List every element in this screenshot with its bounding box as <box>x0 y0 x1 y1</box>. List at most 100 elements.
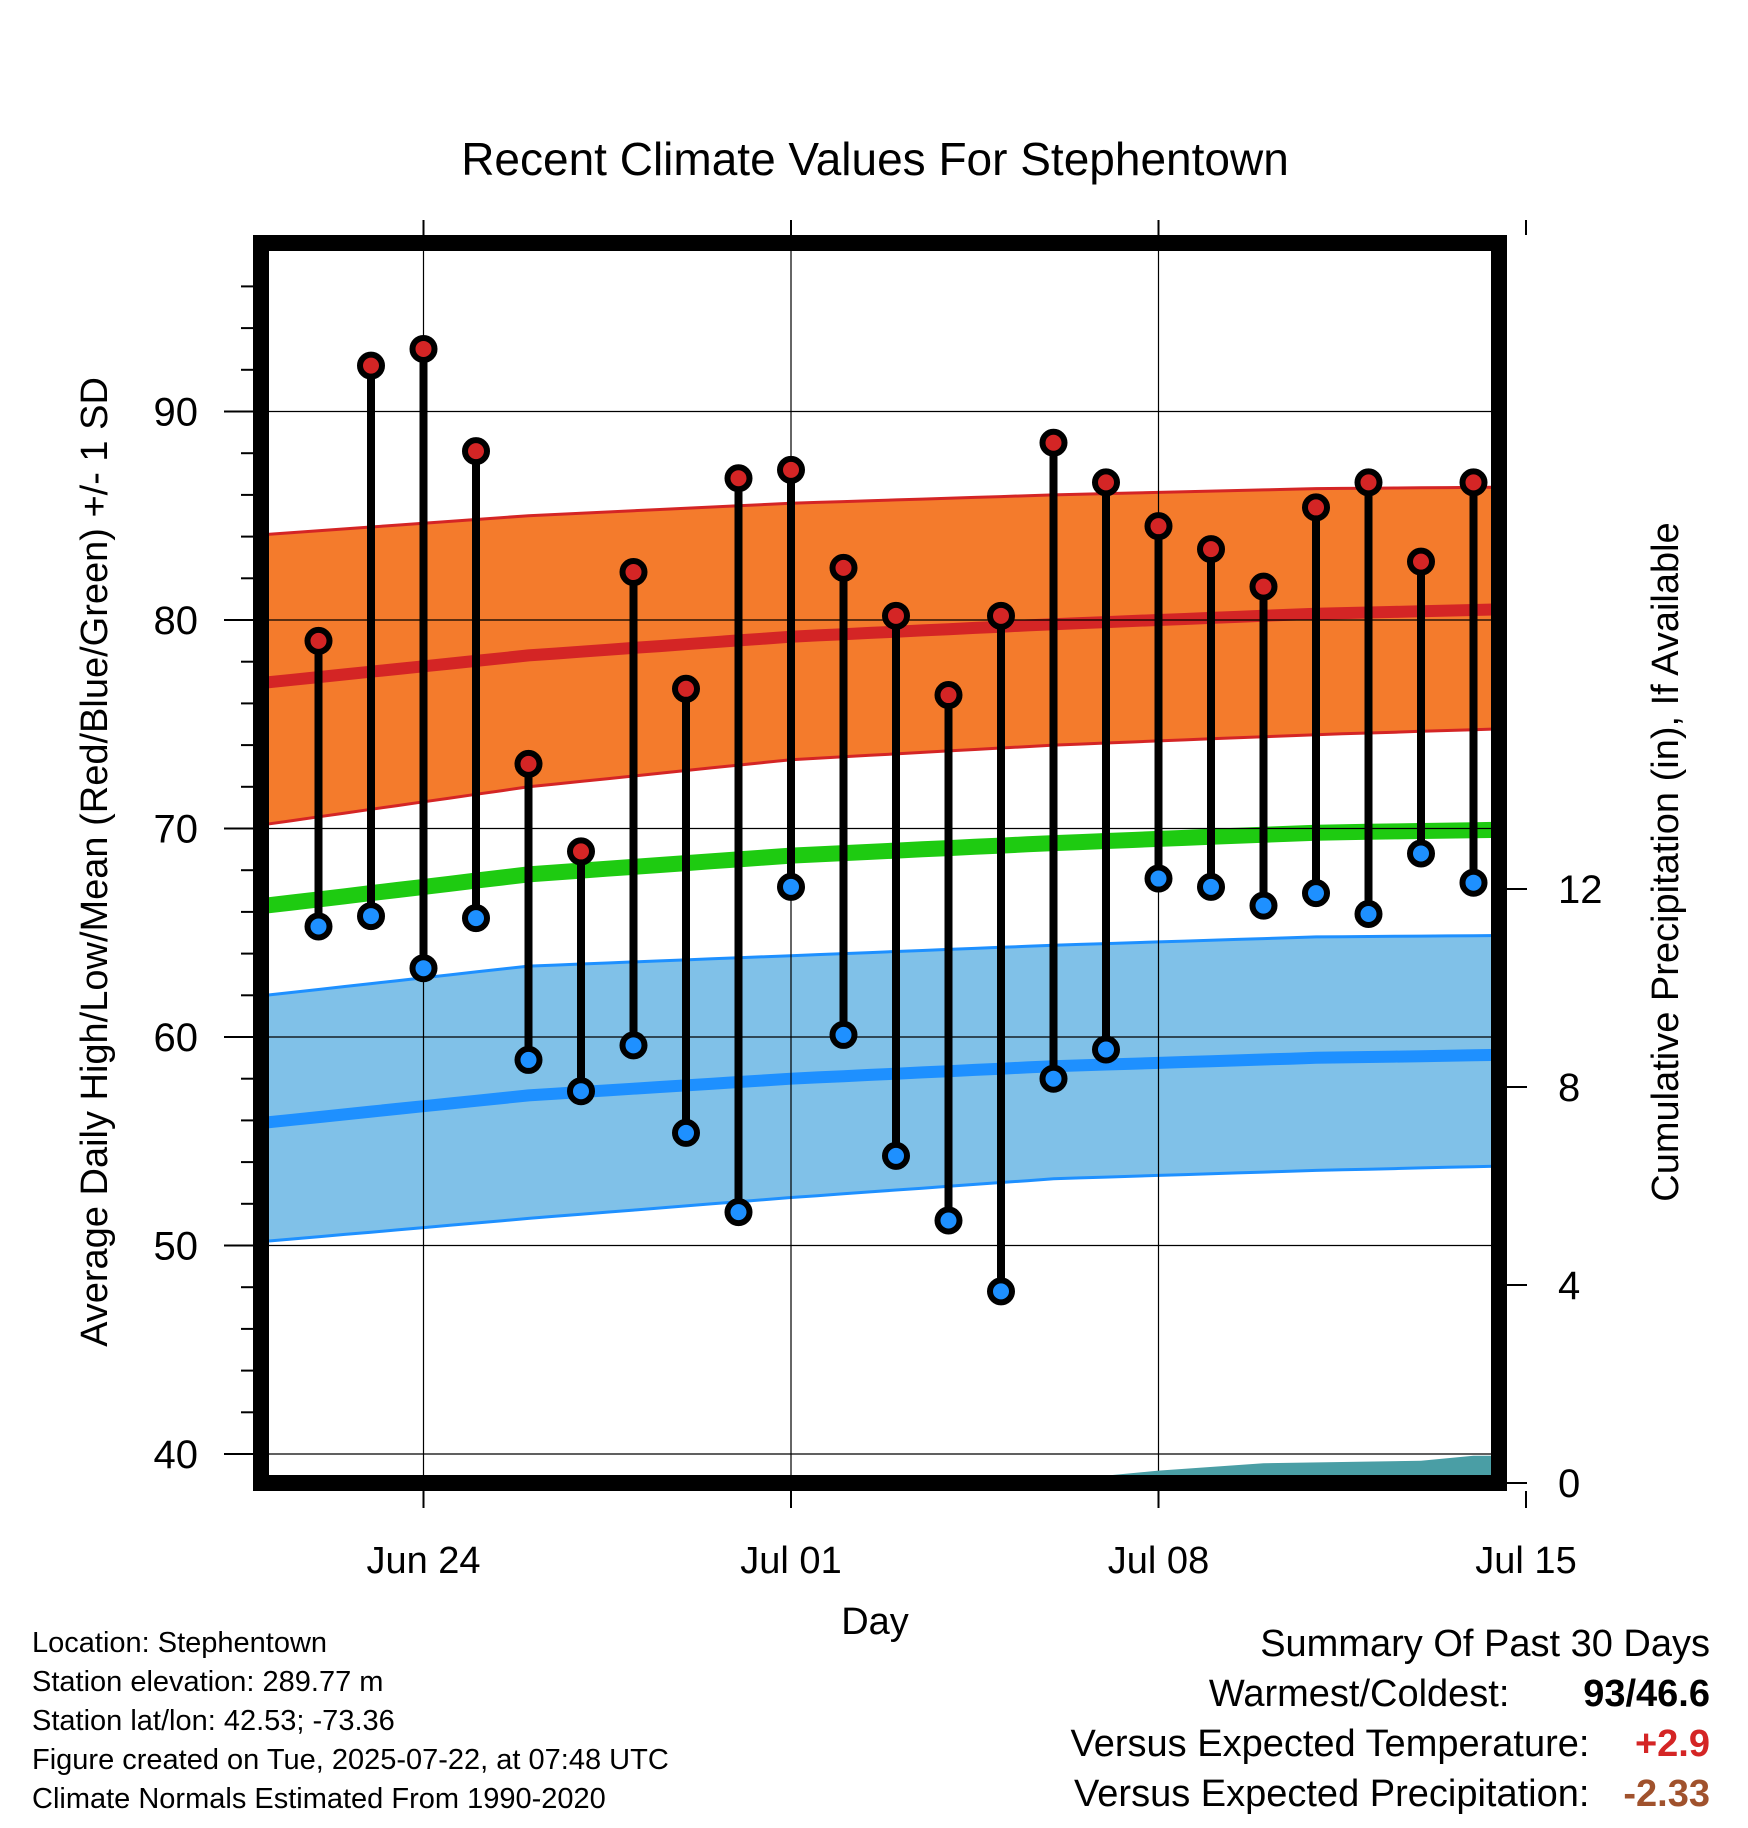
plot-inner: 1 SD:±5.8°FAvg:80.5°F1 SD:±5.6°FAvg:59.3… <box>261 243 1747 1483</box>
daily-low-point <box>1515 953 1537 975</box>
y-tick-label: 80 <box>154 599 199 643</box>
temp-value: +2.9 <box>1634 1723 1710 1765</box>
x-tick-label: Jun 24 <box>366 1540 480 1582</box>
y-tick-label: 60 <box>154 1016 199 1060</box>
daily-low-point <box>1039 1064 1068 1093</box>
daily-high-point <box>619 558 648 587</box>
normal-low-band <box>266 935 1499 1242</box>
plot-area: 1 SD:±5.8°FAvg:80.5°F1 SD:±5.6°FAvg:59.3… <box>154 220 1747 1582</box>
summary-temp: Versus Expected Temperature: +2.9 <box>1071 1723 1710 1766</box>
warm-cold-value: 93/46.6 <box>1520 1673 1710 1716</box>
daily-low-point <box>619 1031 648 1060</box>
daily-low-point <box>567 1077 595 1106</box>
daily-high-point <box>1568 378 1590 400</box>
y-tick-label: 90 <box>154 391 199 435</box>
warm-cold-label: Warmest/Coldest: <box>1208 1673 1510 1715</box>
daily-low-point <box>777 872 805 901</box>
precip-area <box>266 1455 1499 1483</box>
daily-low-point <box>829 1020 858 1049</box>
chart-title: Recent Climate Values For Stephentown <box>461 133 1289 185</box>
info-created: Figure created on Tue, 2025-07-22, at 07… <box>32 1744 669 1776</box>
daily-high-point <box>1302 493 1330 522</box>
daily-high-point <box>567 837 595 866</box>
summary-precip: Versus Expected Precipitation: -2.33 <box>1074 1773 1710 1816</box>
normal-high-band <box>266 487 1499 825</box>
daily-low-point <box>1407 839 1435 868</box>
y-axis-label: Average Daily High/Low/Mean (Red/Blue/Gr… <box>74 377 116 1347</box>
daily-low-point <box>357 902 385 931</box>
daily-low-point <box>1568 1001 1590 1023</box>
info-latlon: Station lat/lon: 42.53; -73.36 <box>32 1705 395 1737</box>
plot-frame <box>253 235 1507 1491</box>
coldest-value: /46.6 <box>1625 1673 1710 1715</box>
daily-low-point <box>1197 872 1225 901</box>
y2-tick-label: 4 <box>1558 1264 1580 1308</box>
info-normals: Climate Normals Estimated From 1990-2020 <box>32 1783 606 1815</box>
daily-low-point <box>462 904 490 933</box>
summary-warm-cold: Warmest/Coldest: 93/46.6 <box>1209 1673 1710 1716</box>
y-tick-label: 70 <box>154 808 199 852</box>
daily-low-point <box>1354 899 1383 928</box>
x-tick-label: Jul 08 <box>1108 1540 1209 1582</box>
precip-value: -2.33 <box>1623 1773 1710 1815</box>
daily-high-point <box>934 681 963 710</box>
daily-low-point <box>1092 1035 1120 1064</box>
y2-axis-label: Cumulative Precipitation (in), If Availa… <box>1645 522 1687 1201</box>
daily-high-point <box>409 334 438 363</box>
daily-high-point <box>1092 468 1120 497</box>
daily-low-point <box>1459 868 1488 897</box>
daily-high-point <box>882 601 910 630</box>
daily-high-point <box>1354 468 1383 497</box>
normal-low-band-lower-edge <box>265 1164 1499 1243</box>
daily-low-point <box>672 1118 700 1147</box>
y2-tick-label: 8 <box>1558 1066 1580 1110</box>
temp-label: Versus Expected Temperature: <box>1070 1723 1590 1765</box>
info-location: Location: Stephentown <box>32 1627 328 1659</box>
x-tick-label: Jul 01 <box>740 1540 841 1582</box>
daily-high-point <box>987 601 1015 630</box>
daily-low-point <box>1673 1224 1695 1246</box>
daily-high-point <box>672 674 700 703</box>
daily-low-point <box>934 1206 963 1235</box>
daily-low-point <box>514 1045 543 1074</box>
daily-high-point <box>777 455 805 484</box>
normal-low-line <box>265 1048 1499 1129</box>
x-tick-label: Jul 15 <box>1475 1540 1576 1582</box>
daily-low-point <box>304 912 333 941</box>
daily-high-point <box>1515 442 1537 464</box>
info-elevation: Station elevation: 289.77 m <box>32 1666 384 1698</box>
daily-low-point <box>724 1198 753 1227</box>
daily-high-point <box>462 437 490 466</box>
daily-low-point <box>409 954 438 983</box>
daily-high-point <box>1620 453 1642 475</box>
daily-low-point <box>1725 1305 1747 1327</box>
daily-high-point <box>1197 535 1225 564</box>
daily-low-point <box>882 1141 910 1170</box>
daily-low-point <box>1249 891 1278 920</box>
y2-tick-label: 12 <box>1558 868 1603 912</box>
daily-high-point <box>724 464 753 493</box>
daily-high-point <box>829 553 858 582</box>
daily-high-point <box>1144 512 1173 541</box>
daily-low-point <box>1144 864 1173 893</box>
daily-low-point <box>1620 805 1642 827</box>
warmest-value: 93 <box>1583 1673 1626 1715</box>
daily-high-point <box>1407 547 1435 576</box>
y2-tick-label: 0 <box>1558 1462 1580 1506</box>
y-tick-label: 40 <box>154 1433 199 1477</box>
daily-high-point <box>1459 468 1488 497</box>
daily-high-point <box>1725 559 1747 581</box>
normal-low-band-upper-edge <box>265 934 1499 997</box>
normal-high-band-upper-edge <box>265 485 1499 536</box>
precip-label: Versus Expected Precipitation: <box>1074 1773 1590 1815</box>
summary-title: Summary Of Past 30 Days <box>1260 1623 1710 1665</box>
daily-high-point <box>514 749 543 778</box>
normal-mean-line <box>265 821 1499 914</box>
y-tick-label: 50 <box>154 1225 199 1269</box>
daily-low-point <box>987 1277 1015 1306</box>
x-axis-label: Day <box>841 1601 909 1643</box>
daily-low-point <box>1302 879 1330 908</box>
daily-high-point <box>1039 428 1068 457</box>
daily-high-point <box>357 351 385 380</box>
